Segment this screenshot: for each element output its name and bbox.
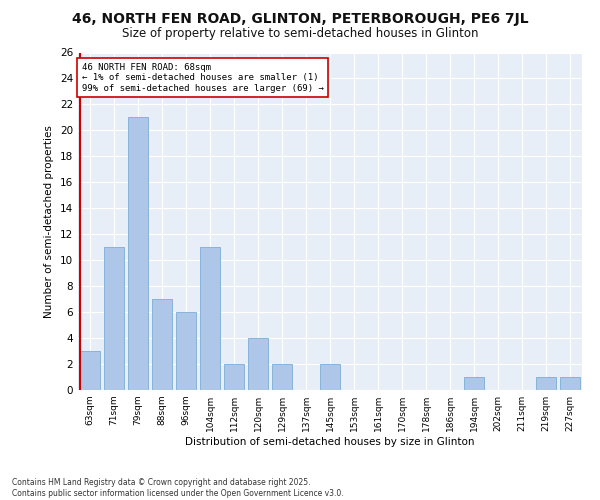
Text: 46 NORTH FEN ROAD: 68sqm
← 1% of semi-detached houses are smaller (1)
99% of sem: 46 NORTH FEN ROAD: 68sqm ← 1% of semi-de… (82, 63, 323, 92)
Bar (536, 377, 556, 390)
Bar (464, 377, 484, 390)
Bar (104, 247, 124, 390)
Text: Size of property relative to semi-detached houses in Glinton: Size of property relative to semi-detach… (122, 28, 478, 40)
Bar (248, 338, 268, 390)
Text: Contains HM Land Registry data © Crown copyright and database right 2025.
Contai: Contains HM Land Registry data © Crown c… (12, 478, 344, 498)
Bar (176, 312, 196, 390)
X-axis label: Distribution of semi-detached houses by size in Glinton: Distribution of semi-detached houses by … (185, 437, 475, 447)
Bar (272, 364, 292, 390)
Bar (560, 377, 580, 390)
Bar (128, 118, 148, 390)
Bar (80, 351, 100, 390)
Bar (200, 247, 220, 390)
Bar (320, 364, 340, 390)
Bar (224, 364, 244, 390)
Y-axis label: Number of semi-detached properties: Number of semi-detached properties (44, 125, 55, 318)
Bar (152, 299, 172, 390)
Text: 46, NORTH FEN ROAD, GLINTON, PETERBOROUGH, PE6 7JL: 46, NORTH FEN ROAD, GLINTON, PETERBOROUG… (71, 12, 529, 26)
